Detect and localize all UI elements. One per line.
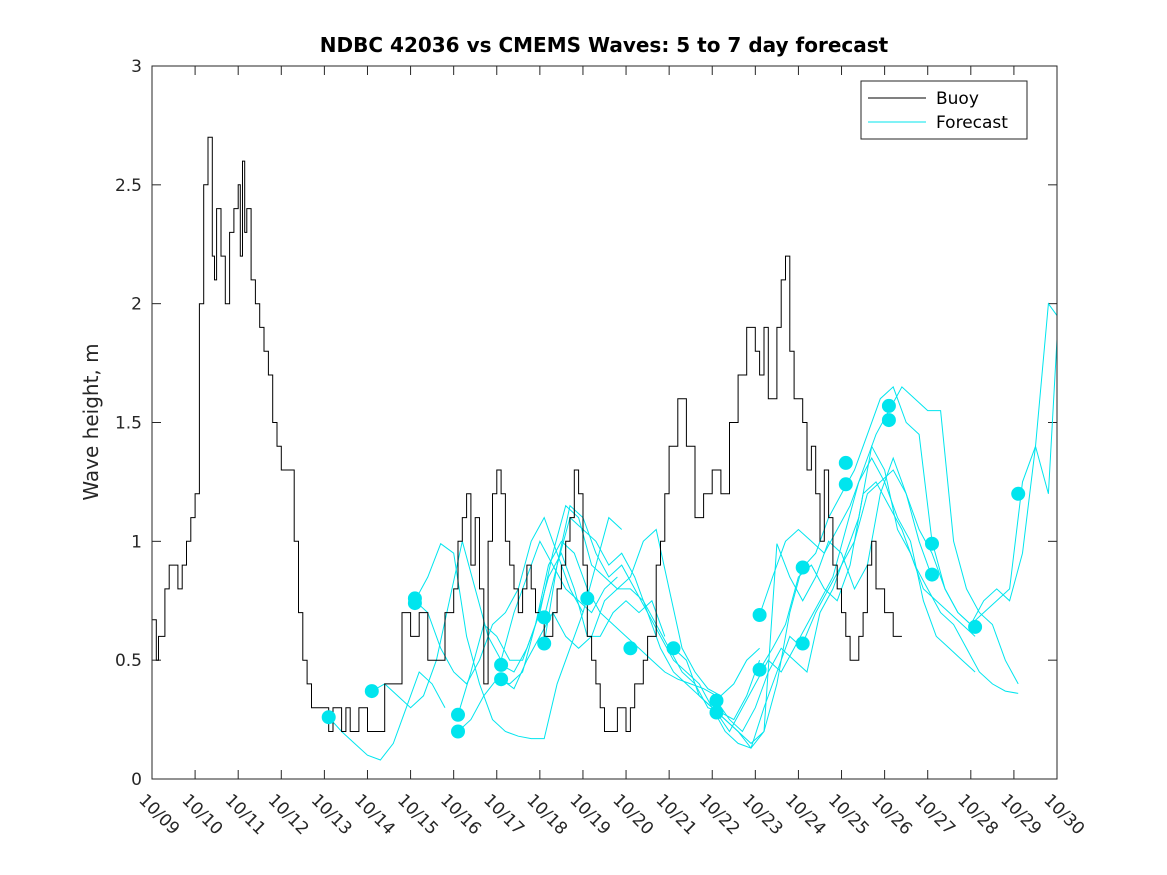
- plot-area: [152, 66, 1057, 779]
- x-tick-label: 10/20: [609, 790, 658, 839]
- y-axis-label: Wave height, m: [79, 343, 103, 500]
- plot-frame: [151, 65, 1058, 780]
- forecast-point: [623, 641, 638, 656]
- x-tick-label: 10/27: [910, 790, 959, 839]
- x-tick-label: 10/10: [178, 790, 227, 839]
- forecast-point: [709, 705, 724, 720]
- x-tick-label: 10/19: [565, 790, 614, 839]
- x-tick-label: 10/18: [522, 790, 571, 839]
- x-tick-label: 10/13: [307, 790, 356, 839]
- y-tick-label: 1: [131, 532, 142, 552]
- forecast-point: [881, 413, 896, 428]
- forecast-point: [407, 591, 422, 606]
- forecast-point: [494, 657, 509, 672]
- forecast-point: [838, 477, 853, 492]
- x-tick-label: 10/09: [134, 790, 183, 839]
- legend-box: [860, 80, 1028, 140]
- y-axis: 0 0.5 1 1.5 2 2.5 3: [115, 57, 1057, 790]
- x-tick-label: 10/29: [996, 790, 1045, 839]
- forecast-line: [371, 540, 618, 709]
- chart-title: NDBC 42036 vs CMEMS Waves: 5 to 7 day fo…: [320, 33, 889, 57]
- forecast-point: [925, 536, 939, 551]
- x-tick-label: 10/17: [479, 790, 528, 839]
- y-tick-label: 0: [131, 770, 142, 790]
- forecast-point: [451, 724, 465, 739]
- y-tick-label: 0.5: [115, 651, 142, 671]
- x-tick-label: 10/24: [781, 790, 830, 839]
- forecast-point: [364, 684, 379, 699]
- forecast-line: [543, 516, 804, 749]
- forecast-point: [968, 619, 983, 634]
- y-tick-label: 1.5: [115, 414, 142, 434]
- forecast-point: [666, 641, 681, 656]
- forecast-line: [500, 504, 760, 697]
- series-layer: [152, 136, 1058, 761]
- x-tick-label: 10/26: [867, 790, 916, 839]
- x-tick-label: 10/28: [953, 790, 1002, 839]
- forecast-point: [321, 710, 336, 725]
- forecast-point: [925, 567, 939, 582]
- x-tick-label: 10/16: [436, 790, 485, 839]
- forecast-point: [881, 398, 896, 413]
- x-tick-label: 10/14: [350, 790, 399, 839]
- forecast-point: [838, 455, 853, 470]
- forecast-point: [709, 693, 724, 708]
- x-tick-label: 10/22: [695, 790, 744, 839]
- forecast-line: [328, 671, 446, 761]
- x-tick-label: 10/21: [652, 790, 701, 839]
- legend: Buoy Forecast: [860, 80, 1028, 140]
- x-tick-label: 10/25: [824, 790, 873, 839]
- buoy-line: [152, 136, 902, 732]
- forecast-point: [795, 560, 810, 575]
- forecast-line: [414, 516, 584, 685]
- y-tick-label: 3: [131, 57, 142, 77]
- forecast-point: [537, 610, 552, 625]
- forecast-point: [451, 707, 465, 722]
- legend-buoy-label: Buoy: [936, 89, 979, 109]
- forecast-point: [752, 662, 767, 677]
- forecast-point: [537, 636, 552, 651]
- forecast-point: [752, 608, 767, 622]
- forecast-point: [1011, 486, 1026, 501]
- forecast-line: [802, 339, 1058, 644]
- x-tick-label: 10/30: [1039, 790, 1088, 839]
- y-tick-label: 2: [131, 295, 142, 315]
- legend-forecast-label: Forecast: [936, 113, 1008, 133]
- forecast-line: [457, 551, 666, 715]
- x-tick-label: 10/11: [221, 790, 270, 839]
- x-tick-label: 10/15: [393, 790, 442, 839]
- forecast-line: [543, 504, 804, 745]
- y-tick-label: 2.5: [115, 176, 142, 196]
- x-tick-label: 10/12: [264, 790, 313, 839]
- x-tick-label: 10/23: [738, 790, 787, 839]
- forecast-point: [494, 672, 509, 687]
- forecast-point: [580, 591, 595, 606]
- forecast-point: [795, 636, 810, 651]
